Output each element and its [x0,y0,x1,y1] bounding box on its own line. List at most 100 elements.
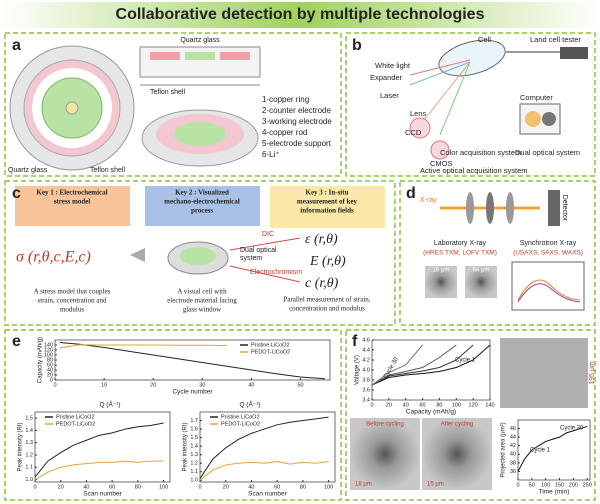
x-tick-label: 100 [541,482,550,488]
y-tick-label: 3.6 [362,387,370,393]
label: 4-copper rod [262,128,307,137]
panel-label: d [406,185,416,202]
series-line [34,422,164,478]
plot-frame [199,411,336,483]
label: Q (Å⁻¹) [239,400,260,409]
series-line [371,344,423,386]
panel-label: a [12,37,21,54]
x-tick-label: 20 [223,484,229,490]
x-tick-label: 200 [569,482,578,488]
label: CCD [405,128,422,137]
label: concentration and modulus [289,305,365,313]
label: Cycle 1 [530,448,551,454]
label: CMOS [430,159,453,168]
panel-b-drawing [409,39,588,160]
y-tick-label: 120 [44,347,53,353]
panel-frames [4,32,596,501]
y-axis-label: Peak intensity (RI) [18,422,24,471]
y-tick-label: 1.7 [190,418,198,424]
x-tick-label: 80 [436,402,442,408]
label: electrode material facing [167,297,237,305]
legend-label: Pristine LiCoO2 [56,414,95,420]
panel-label: c [12,185,21,202]
label: 195 μm [589,361,596,385]
label: Cell [478,35,491,44]
x-tick-label: 60 [420,402,426,408]
x-tick-label: 0 [198,484,201,490]
label: process [191,207,213,215]
y-tick-label: 1.5 [25,416,33,422]
series-line [59,342,326,380]
label: Cycle 1 [455,358,476,364]
x-tick-label: 10 [101,382,107,388]
title-band [0,2,600,28]
label: Dual optical [240,247,277,254]
x-tick-label: 0 [516,482,519,488]
label: c (r,θ) [305,276,339,291]
label: A stress model that couples [34,288,111,296]
panel-c-drawing [15,186,385,283]
label: 16 μm [433,268,450,274]
panel-d-drawing [425,190,585,311]
x-tick-label: 30 [199,382,205,388]
label: stress model [54,198,91,206]
label: 64 μm [473,268,490,274]
legend-label: PEDOT-LiCoO2 [251,349,290,355]
label: Key 3 : In-situ [306,189,349,197]
label: 15 μm [427,482,444,488]
plot-frame [34,411,171,483]
label: Dual optical system [515,148,580,157]
y-tick-label: 40 [47,367,53,373]
label: Synchrotron X-ray [520,240,577,247]
y-axis-label: Peak intensity (RI) [183,422,189,471]
label: Cycle 30 [560,426,584,432]
label: Laser [380,91,399,100]
label: Parallel measurement of strain, [283,296,370,304]
y-axis-label: Capacity (mAh/g) [38,337,44,383]
x-tick-label: 0 [53,382,56,388]
label: Expander [370,73,403,82]
y-tick-label: 1.4 [190,444,198,450]
label: Laboratory X-ray [434,240,487,247]
x-tick-label: 120 [469,402,478,408]
series-line [199,416,329,479]
y-tick-label: 1.2 [25,452,33,458]
y-tick-label: 1.3 [190,452,198,458]
label: 1-copper ring [262,95,309,104]
legend-label: Pristine LiCoO2 [251,342,290,348]
x-tick-label: 100 [452,402,461,408]
label: Land cell tester [530,35,581,44]
label: 18 μm [355,482,372,488]
label: Q (Å⁻¹) [99,400,120,409]
label: Quartz glass [180,37,220,44]
series-line [34,460,164,480]
y-tick-label: 1.6 [190,427,198,433]
y-tick-label: 3.8 [362,377,370,383]
label: After cycling [441,422,474,428]
label: glass window [183,306,222,314]
y-tick-label: 4.6 [362,337,370,343]
label: system [240,255,262,262]
x-tick-label: 40 [248,382,254,388]
label: Color acquisition system [440,148,521,157]
panel-label: f [352,333,358,350]
label: measurement of key [297,198,358,206]
label: ε (r,θ) [305,232,338,247]
label: Computer [520,93,553,102]
x-tick-label: 0 [370,402,373,408]
label: strain, concentration and [37,297,107,305]
y-axis-label: Voltage (V) [355,355,361,385]
y-tick-label: 1.0 [25,477,33,483]
x-axis-label: Cycle number [172,389,213,396]
series-line [517,425,588,472]
y-tick-label: 38 [510,460,516,466]
x-axis-label: Capacity (mAh/g) [406,409,456,416]
label: Electrochromism [250,269,302,276]
y-tick-label: 1.2 [190,461,198,467]
y-tick-label: 46 [510,426,516,432]
series-line [371,344,474,386]
series-line [371,344,457,386]
panel-a-drawing [9,45,261,171]
x-tick-label: 150 [555,482,564,488]
